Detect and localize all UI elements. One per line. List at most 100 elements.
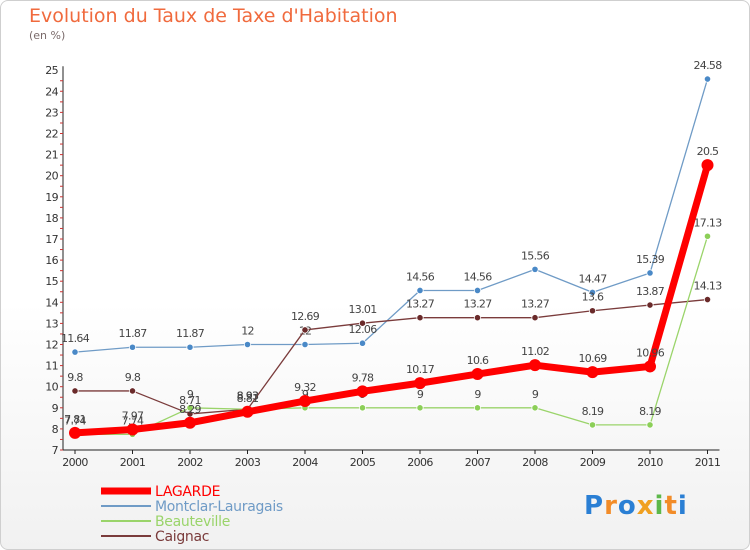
data-label: 7.97: [122, 410, 144, 423]
data-point: [471, 368, 484, 381]
y-tick-label: 19: [45, 191, 58, 204]
data-point: [473, 314, 482, 322]
data-point: [531, 404, 539, 412]
data-point: [588, 421, 597, 429]
x-tick-label: 2007: [465, 456, 491, 469]
y-tick-label: 23: [45, 106, 58, 119]
x-tick-label: 2002: [177, 456, 203, 469]
data-point: [531, 314, 539, 322]
series-line: [74, 235, 709, 436]
data-label: 15.39: [636, 253, 665, 266]
data-label: 9.8: [67, 371, 83, 384]
data-label: 9: [532, 388, 539, 401]
x-tick-label: 2006: [407, 456, 433, 469]
y-tick-label: 22: [45, 128, 58, 141]
data-point: [186, 404, 194, 412]
y-tick-label: 16: [45, 254, 58, 267]
proxiti-logo: Proxiti: [584, 491, 688, 521]
x-tick-label: 2005: [350, 456, 376, 469]
series-line: [74, 298, 709, 415]
data-point: [358, 404, 367, 412]
y-tick-label: 18: [45, 212, 58, 225]
x-tick-label: 2001: [120, 456, 146, 469]
data-point: [299, 395, 311, 408]
x-tick-label: 2004: [292, 456, 318, 469]
data-label: 7.74: [64, 414, 86, 427]
data-label: 9: [474, 388, 481, 401]
y-tick-label: 8: [52, 423, 59, 436]
data-point: [644, 360, 656, 373]
data-point: [301, 326, 309, 334]
data-label: 9: [417, 388, 424, 401]
data-label: 13.27: [406, 298, 435, 311]
data-label: 13.27: [464, 298, 493, 311]
data-label: 17.13: [694, 216, 723, 229]
y-tick-label: 20: [45, 170, 58, 183]
data-point: [473, 286, 482, 295]
x-tick-label: 2000: [62, 456, 88, 469]
data-label: 8.81: [237, 392, 259, 405]
data-label: 14.47: [579, 272, 608, 285]
data-label: 13.87: [636, 285, 665, 298]
data-point: [71, 387, 79, 395]
data-label: 11.02: [521, 345, 549, 358]
data-label: 20.5: [697, 145, 719, 158]
data-point: [646, 301, 654, 309]
data-point: [588, 288, 597, 296]
data-label: 8.93: [237, 389, 259, 402]
data-label: 9.8: [125, 371, 141, 384]
y-tick-label: 11: [45, 360, 58, 373]
data-label: 14.13: [694, 280, 723, 293]
data-point: [588, 307, 597, 315]
chart-subtitle: (en %): [29, 29, 66, 42]
data-label: 11.87: [119, 327, 148, 340]
data-point: [646, 269, 654, 277]
data-label: 9: [187, 388, 194, 401]
data-label: 12: [241, 325, 254, 338]
x-tick-label: 2009: [580, 456, 606, 469]
series-line: [74, 78, 709, 353]
data-label: 14.56: [464, 270, 493, 283]
data-point: [529, 359, 541, 372]
data-label: 7.74: [122, 414, 144, 427]
y-tick-label: 24: [45, 85, 58, 98]
y-tick-label: 13: [45, 317, 58, 330]
data-label: 11.64: [61, 332, 90, 345]
x-tick-label: 2003: [235, 456, 261, 469]
x-tick-label: 2010: [637, 456, 663, 469]
data-point: [128, 343, 137, 351]
data-point: [301, 340, 309, 349]
data-point: [703, 75, 712, 83]
data-point: [186, 343, 194, 351]
data-label: 12.69: [291, 310, 320, 323]
data-point: [531, 265, 539, 273]
data-label: 12.06: [349, 323, 378, 336]
data-point: [128, 387, 137, 395]
data-point: [71, 348, 79, 356]
data-label: 8.19: [582, 405, 604, 418]
data-point: [69, 426, 81, 439]
series-line: [71, 161, 711, 437]
data-point: [184, 416, 196, 429]
y-tick-label: 12: [45, 339, 58, 352]
data-point: [703, 232, 712, 240]
y-tick-label: 9: [52, 402, 59, 415]
data-label: 8.29: [179, 403, 201, 416]
data-label: 9: [302, 388, 309, 401]
data-point: [358, 319, 367, 327]
data-point: [586, 366, 599, 379]
legend-label: Montclar-Lauragais: [155, 499, 283, 515]
data-point: [646, 421, 654, 429]
data-label: 14.56: [406, 270, 435, 283]
data-label: 13.6: [582, 291, 604, 304]
data-label: 15.56: [521, 249, 550, 262]
data-point: [416, 286, 424, 295]
legend-label: Caignac: [155, 529, 209, 545]
data-label: 10.96: [636, 346, 665, 359]
data-label: 9.78: [352, 371, 374, 384]
data-point: [241, 405, 254, 418]
chart-title: Evolution du Taux de Taxe d'Habitation: [29, 5, 398, 27]
data-label: 13.27: [521, 298, 550, 311]
data-label: 7.81: [64, 413, 86, 426]
